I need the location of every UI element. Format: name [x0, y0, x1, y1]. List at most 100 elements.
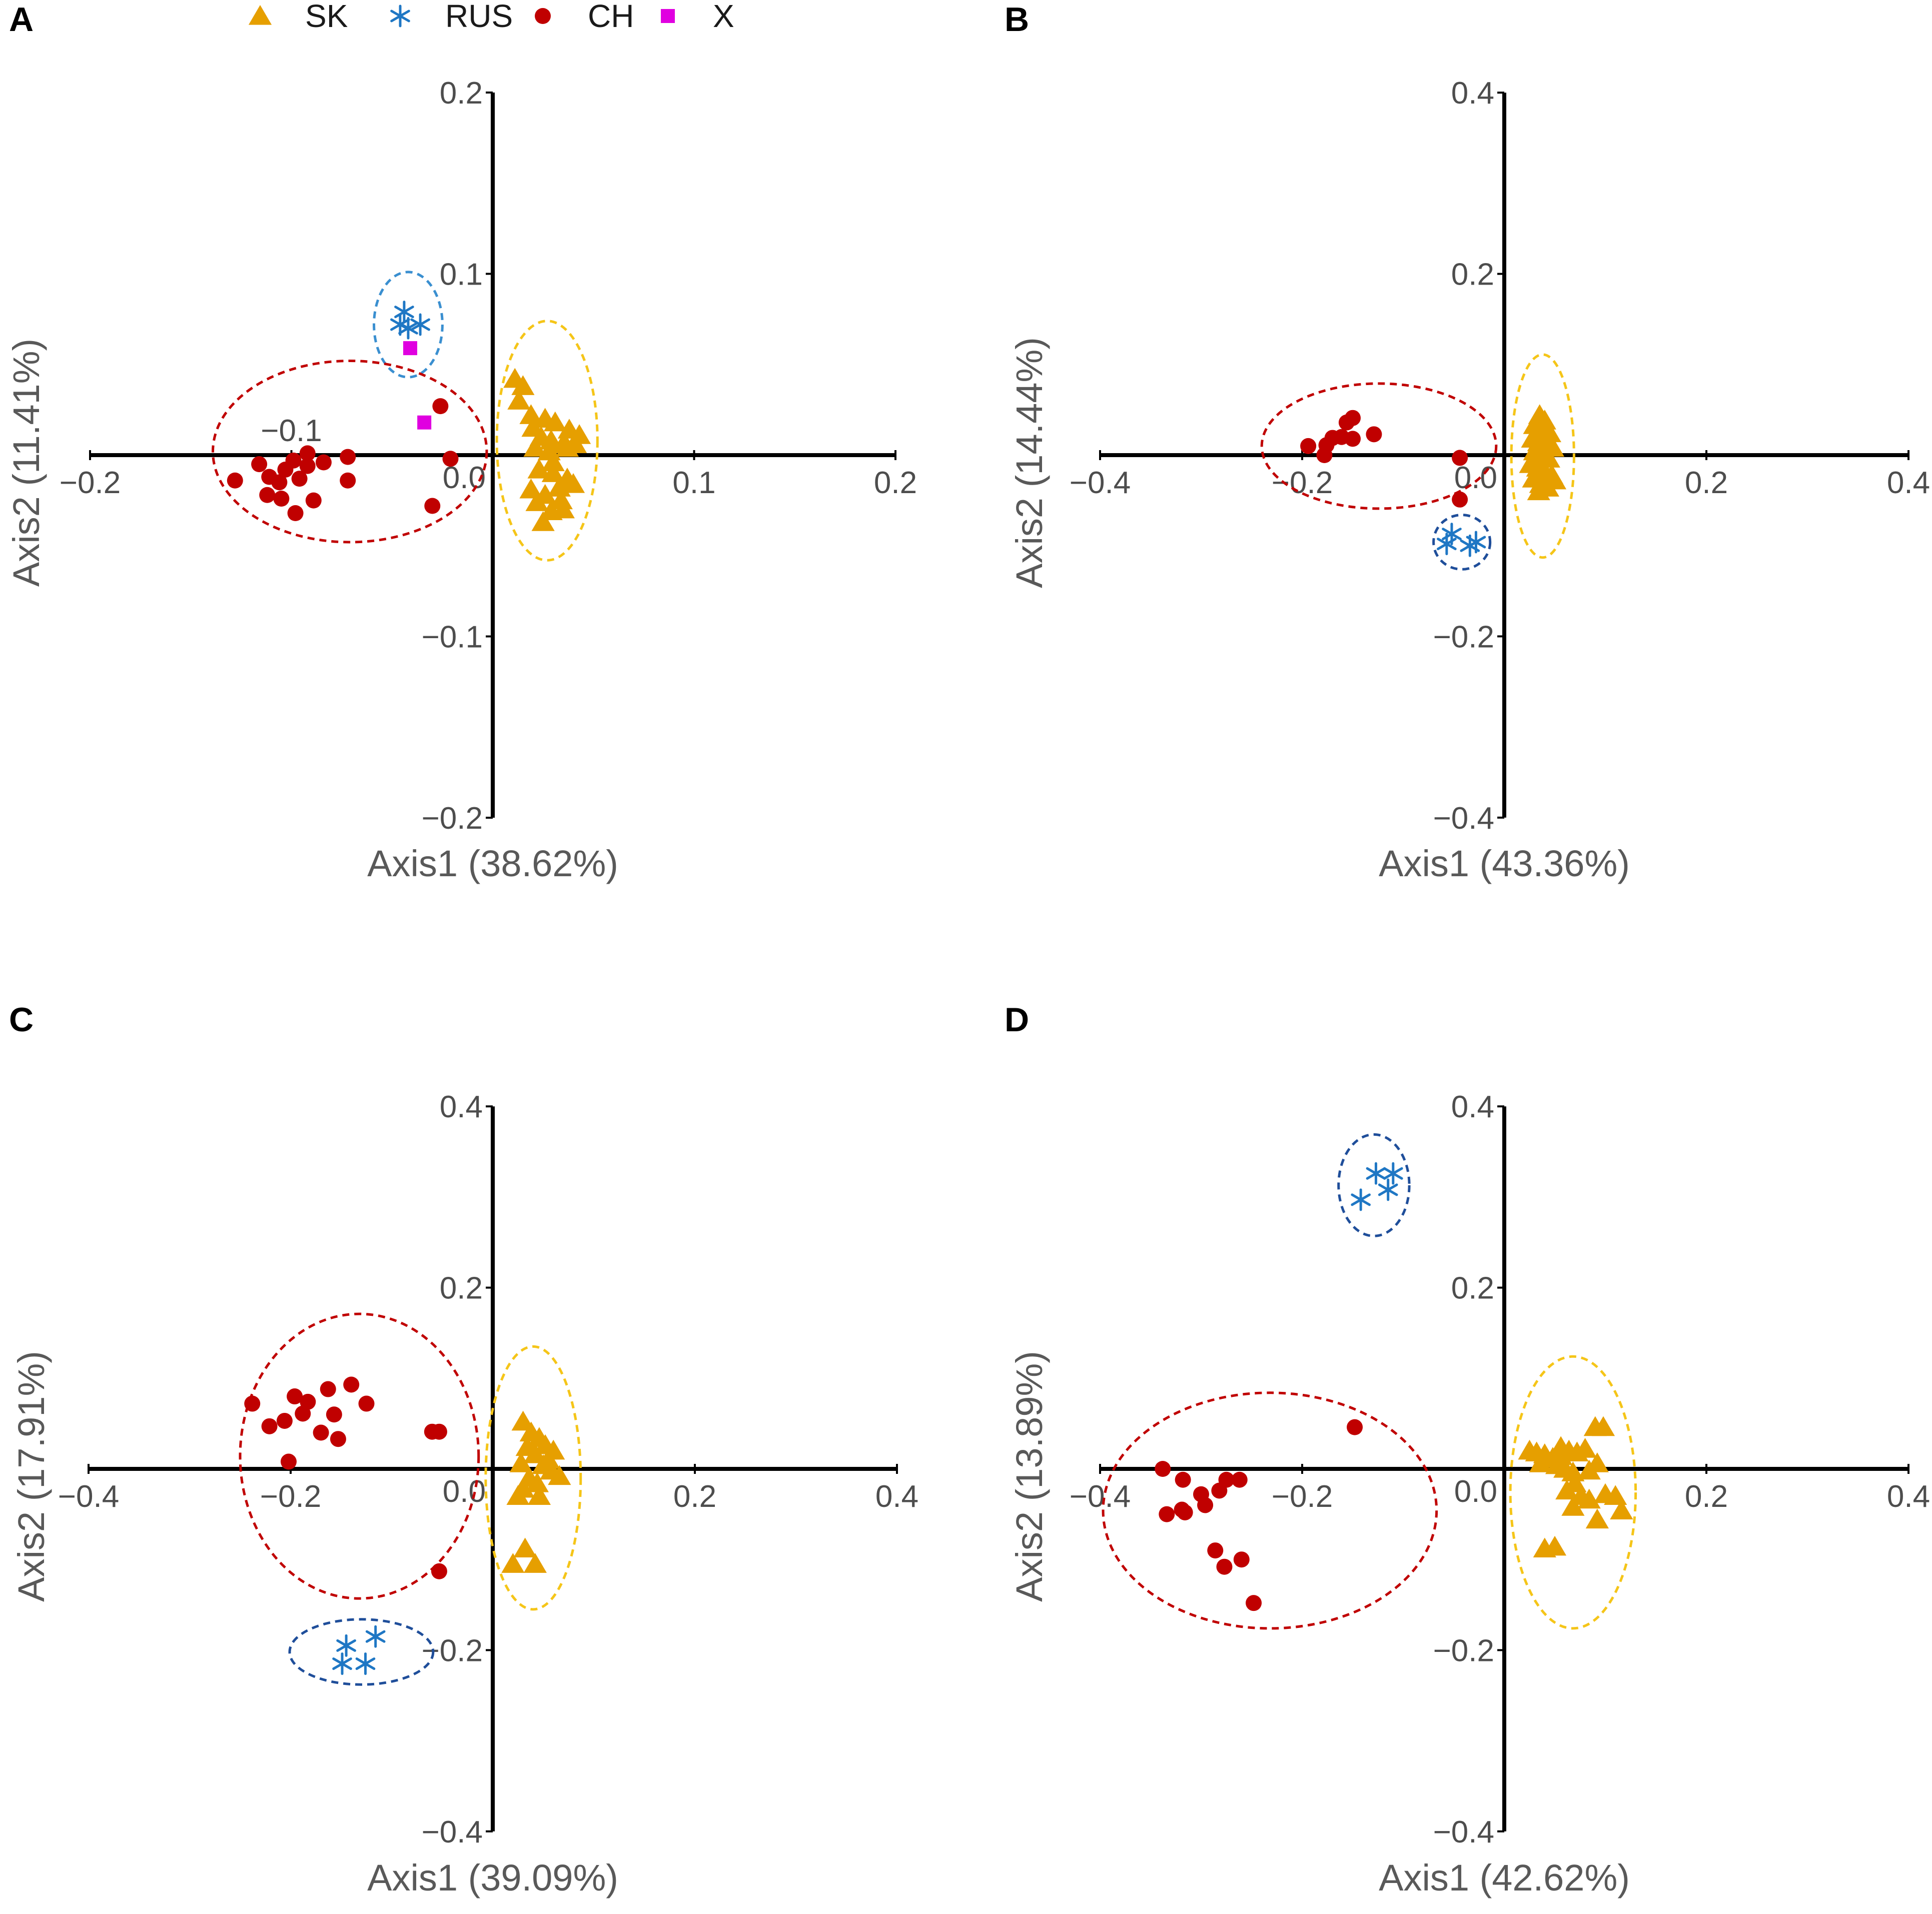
- sk-point: [537, 1448, 560, 1469]
- y-axis-title: Axis2 (11.41%): [6, 339, 47, 587]
- x-tick-label: −0.4: [1070, 1479, 1131, 1514]
- ch-point: [299, 458, 316, 474]
- series-rus: [332, 1625, 386, 1675]
- ch-point: [227, 472, 243, 489]
- ellipse-sk: [495, 320, 599, 562]
- sk-point: [563, 433, 587, 453]
- ch-point: [271, 474, 288, 491]
- ch-point: [1345, 410, 1361, 426]
- sk-point: [541, 451, 565, 472]
- y-tick-label: 0.4: [1451, 76, 1494, 111]
- ch-point: [1233, 1551, 1250, 1568]
- sk-point: [1525, 449, 1548, 469]
- ch-point: [432, 398, 449, 415]
- ellipse-rus: [373, 271, 444, 379]
- ch-point: [1159, 1506, 1175, 1522]
- ch-point: [442, 451, 459, 467]
- panel-letter: C: [9, 1001, 34, 1039]
- y-tick-label: 0.2: [1451, 1271, 1494, 1306]
- panel-letter: B: [1005, 1, 1029, 39]
- ch-point: [1155, 1461, 1171, 1477]
- ellipse-sk: [1509, 1355, 1637, 1630]
- x-axis-title: Axis1 (38.62%): [367, 843, 618, 884]
- ch-point: [261, 1418, 278, 1434]
- x-tick-label: −0.2: [1272, 1479, 1333, 1514]
- sk-point: [548, 1465, 571, 1485]
- sk-point: [525, 1472, 549, 1492]
- x-tick-label: −0.2: [260, 1479, 321, 1514]
- x-tick-label: 0.2: [673, 1479, 716, 1514]
- rus-point: [410, 313, 430, 336]
- x-axis-title: Axis1 (39.09%): [367, 1857, 618, 1898]
- ch-point: [287, 505, 304, 521]
- sk-point: [511, 375, 535, 395]
- x-tick-label: −0.2: [1272, 466, 1333, 500]
- x-tick-label: 0.4: [1887, 466, 1930, 500]
- ch-point: [1366, 426, 1382, 443]
- ch-point: [320, 1381, 336, 1397]
- ch-point: [1231, 1471, 1248, 1488]
- y-tick-label: −0.2: [1433, 1633, 1494, 1668]
- sk-point: [507, 390, 531, 410]
- ellipse-ch: [1102, 1391, 1438, 1630]
- sk-point: [1561, 1461, 1585, 1481]
- sk-point: [541, 462, 565, 482]
- sk-point: [519, 404, 543, 424]
- y-axis-title: Axis2 (14.44%): [1009, 337, 1050, 588]
- y-tick-label: −0.2: [1433, 620, 1494, 654]
- ellipse-ch: [212, 360, 488, 544]
- panel-letter: A: [9, 1, 34, 39]
- y-tick-label: 0.4: [1451, 1090, 1494, 1124]
- series-sk: [1518, 1416, 1633, 1558]
- ch-point: [1216, 1558, 1233, 1575]
- y-axis-title: Axis2 (17.91%): [11, 1351, 52, 1602]
- rus-point: [336, 1634, 356, 1657]
- ch-point: [1347, 1419, 1363, 1435]
- ch-point: [1300, 438, 1317, 454]
- rus-point: [398, 317, 418, 340]
- sk-point: [1543, 1535, 1567, 1556]
- legend-item-rus: RUS: [390, 0, 513, 34]
- sk-point: [1529, 1452, 1552, 1472]
- rus-point: [1383, 1162, 1403, 1185]
- ch-point: [340, 449, 356, 465]
- sk-point: [1585, 1452, 1609, 1472]
- x-tick-label: 0.2: [1685, 1479, 1728, 1514]
- series-ch: [1300, 410, 1468, 508]
- ch-point: [1246, 1595, 1262, 1611]
- legend-label: X: [713, 0, 734, 34]
- rus-point: [1366, 1162, 1386, 1185]
- rus-point: [355, 1652, 376, 1675]
- legend-item-sk: SK: [248, 0, 348, 34]
- panel-c: C −0.4 −0.2 0.0 0.2 0.4 −0.4 −0.2 0.2 0.4 Axis1 (3…: [9, 1001, 918, 1898]
- y-tick-label: −0.4: [1433, 1815, 1494, 1849]
- rus-point: [1351, 1188, 1371, 1211]
- sk-point: [1573, 1438, 1597, 1458]
- series-rus: [390, 301, 430, 340]
- ch-point: [276, 1412, 293, 1429]
- y-tick-label: −0.4: [422, 1815, 483, 1849]
- series-ch: [227, 398, 459, 521]
- series-sk: [501, 1410, 571, 1573]
- sk-point: [509, 1452, 533, 1472]
- ch-point: [1452, 450, 1468, 466]
- y-tick-label: −0.2: [422, 1633, 483, 1668]
- sk-point: [501, 1553, 525, 1573]
- ch-point: [1207, 1542, 1224, 1559]
- sk-point: [1561, 1496, 1585, 1516]
- ch-point: [273, 491, 290, 507]
- ellipse-rus: [1432, 514, 1492, 571]
- y-tick-label: 0.4: [440, 1090, 483, 1124]
- series-x: [403, 341, 432, 430]
- sk-point: [1585, 1508, 1609, 1529]
- ch-point: [280, 1453, 297, 1470]
- legend-item-x: X: [661, 0, 734, 34]
- ch-point: [299, 445, 316, 462]
- legend-label: RUS: [445, 0, 513, 34]
- rus-point: [332, 1652, 352, 1675]
- sk-point: [527, 1485, 551, 1505]
- y-tick-label: 0.1: [440, 258, 483, 292]
- ch-point: [358, 1395, 375, 1412]
- ch-point: [1175, 1471, 1191, 1488]
